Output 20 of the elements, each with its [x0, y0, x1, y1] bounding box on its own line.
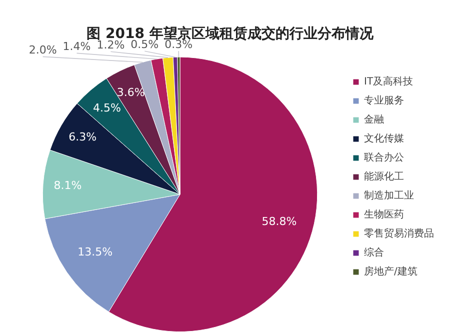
data-label: 2.0% — [28, 44, 57, 57]
data-label: 6.3% — [68, 130, 97, 144]
legend-label: 综合 — [364, 246, 384, 259]
legend-label: 房地产/建筑 — [364, 266, 418, 278]
legend-label: 制造加工业 — [364, 190, 414, 202]
data-label: 3.6% — [116, 86, 145, 99]
legend-label: 专业服务 — [364, 94, 404, 107]
legend-label: 金融 — [364, 114, 384, 126]
legend-label: 零售贸易消费品 — [364, 228, 434, 240]
data-label: 1.4% — [62, 40, 91, 54]
data-label: 4.5% — [93, 102, 121, 115]
data-label: 0.5% — [130, 38, 159, 51]
data-label: 8.1% — [54, 178, 82, 192]
data-label: 13.5% — [78, 246, 113, 259]
legend-label: 文化传媒 — [364, 132, 404, 145]
legend-label: 生物医药 — [364, 208, 404, 221]
legend-label: 联合办公 — [364, 152, 404, 164]
legend-label: IT及高科技 — [364, 76, 414, 88]
legend-label: 能源化工 — [364, 170, 404, 183]
data-label: 58.8% — [262, 215, 297, 228]
